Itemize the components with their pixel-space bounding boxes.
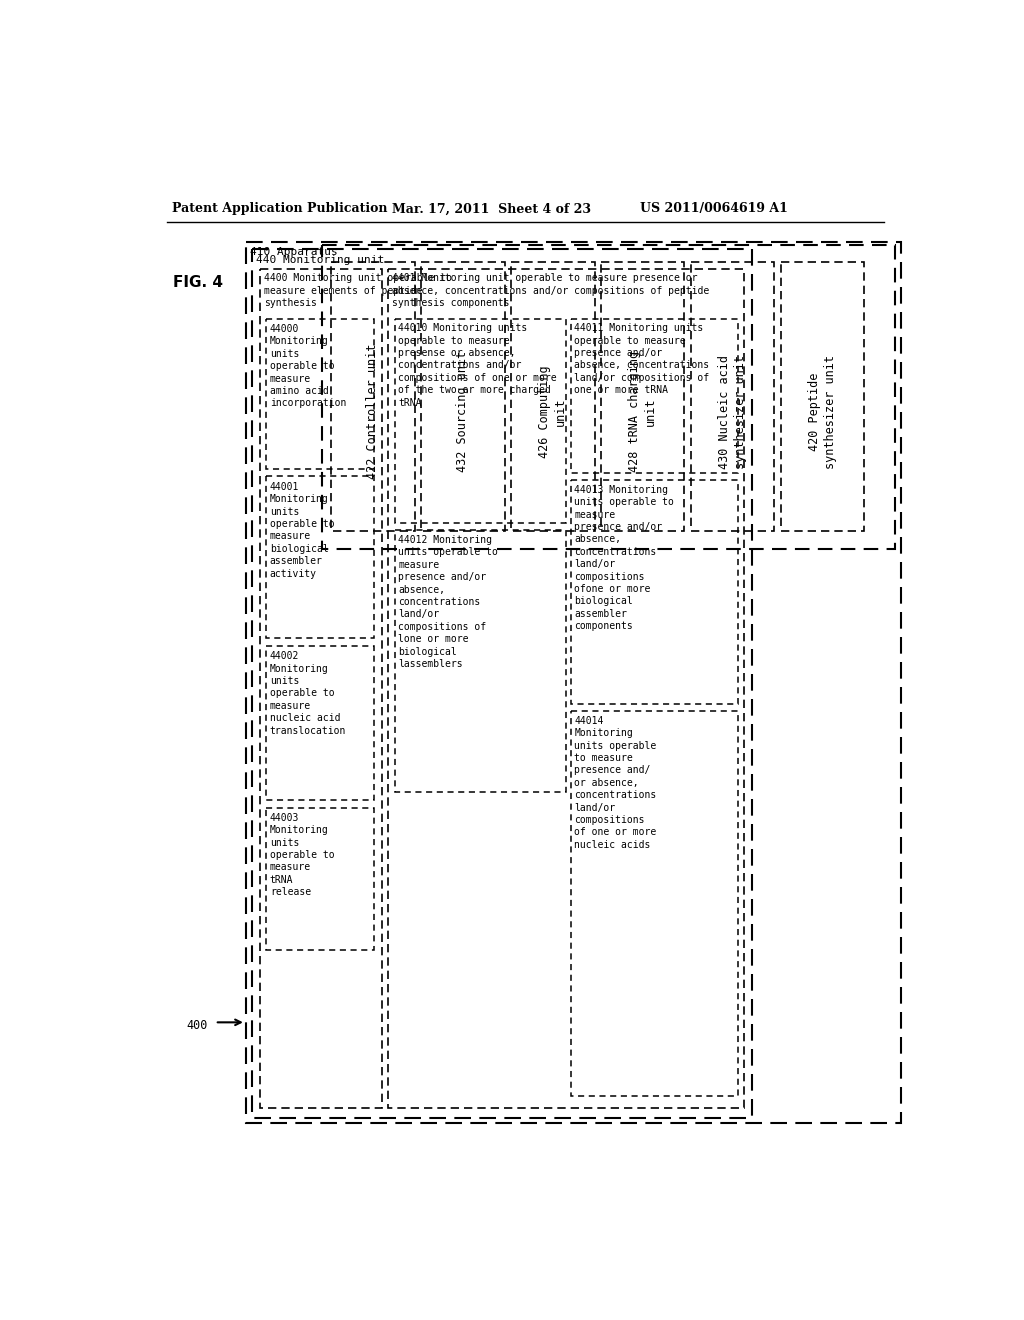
Text: 432 Sourcing unit: 432 Sourcing unit xyxy=(457,351,469,473)
Text: 430 Nucleic acid
synthesizer unit: 430 Nucleic acid synthesizer unit xyxy=(718,355,746,469)
Text: US 2011/0064619 A1: US 2011/0064619 A1 xyxy=(640,202,787,215)
Bar xyxy=(322,244,895,549)
Bar xyxy=(511,261,595,531)
Text: 44000
Monitoring
units
operable to
measure
amino acid
incorporation: 44000 Monitoring units operable to measu… xyxy=(270,323,346,408)
Text: Patent Application Publication: Patent Application Publication xyxy=(172,202,388,215)
Text: 4401 Monitoring unit operable to measure presence or
absence, concentrations and: 4401 Monitoring unit operable to measure… xyxy=(392,273,710,308)
Text: 44010 Monitoring units
operable to measure
presense or absence,
concentrations a: 44010 Monitoring units operable to measu… xyxy=(398,323,557,408)
Text: Mar. 17, 2011  Sheet 4 of 23: Mar. 17, 2011 Sheet 4 of 23 xyxy=(391,202,591,215)
Bar xyxy=(394,531,566,792)
Text: 44002
Monitoring
units
operable to
measure
nucleic acid
translocation: 44002 Monitoring units operable to measu… xyxy=(270,651,346,735)
Text: 44012 Monitoring
units operable to
measure
presence and/or
absence,
concentratio: 44012 Monitoring units operable to measu… xyxy=(398,535,499,669)
Bar xyxy=(780,261,864,531)
Bar xyxy=(394,318,566,523)
Bar xyxy=(331,261,415,531)
Bar xyxy=(570,711,738,1096)
Bar xyxy=(570,480,738,704)
Text: 420 Peptide
synthesizer unit: 420 Peptide synthesizer unit xyxy=(808,355,837,469)
Bar xyxy=(690,261,774,531)
Bar xyxy=(601,261,684,531)
Bar xyxy=(388,268,744,1107)
Text: FIG. 4: FIG. 4 xyxy=(173,276,223,290)
Bar xyxy=(252,249,752,1118)
Text: 44001
Monitoring
units
operable to
measure
biological
assembler
activity: 44001 Monitoring units operable to measu… xyxy=(270,482,335,578)
Text: 426 Computing
unit: 426 Computing unit xyxy=(539,366,567,458)
Text: 44003
Monitoring
units
operable to
measure
tRNA
release: 44003 Monitoring units operable to measu… xyxy=(270,813,335,898)
Text: 44014
Monitoring
units operable
to measure
presence and/
or absence,
concentrati: 44014 Monitoring units operable to measu… xyxy=(574,715,656,850)
Bar xyxy=(260,268,382,1107)
Bar xyxy=(266,808,375,950)
Bar xyxy=(266,645,375,800)
Bar xyxy=(421,261,505,531)
Text: 400: 400 xyxy=(186,1019,208,1032)
Text: 440 Monitoring unit: 440 Monitoring unit xyxy=(256,255,384,264)
Bar xyxy=(266,477,375,638)
Text: 422 Controller unit: 422 Controller unit xyxy=(367,345,380,479)
Bar xyxy=(570,318,738,473)
Text: 4400 Monitoring unit operable to
measure elements of peptide
synthesis: 4400 Monitoring unit operable to measure… xyxy=(263,273,452,308)
Text: 44013 Monitoring
units operable to
measure
presence and/or
absence,
concentratio: 44013 Monitoring units operable to measu… xyxy=(574,484,674,631)
Text: 410 Apparatus: 410 Apparatus xyxy=(250,247,338,257)
Text: 44011 Monitoring units
operable to measure
presence and/or
absence, concentratio: 44011 Monitoring units operable to measu… xyxy=(574,323,710,395)
Text: 428 tRNA charging
unit: 428 tRNA charging unit xyxy=(628,351,657,473)
Bar xyxy=(266,318,375,469)
Bar xyxy=(246,242,901,1123)
